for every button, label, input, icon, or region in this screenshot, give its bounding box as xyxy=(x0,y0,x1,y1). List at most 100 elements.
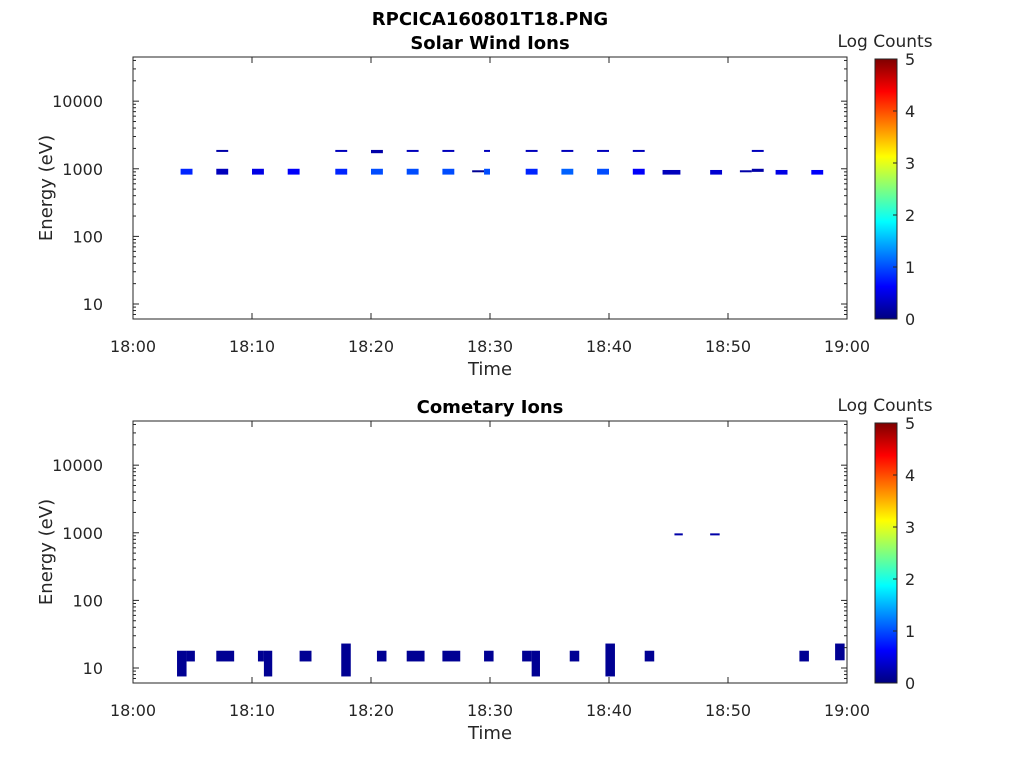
y-axis-label: Energy (eV) xyxy=(36,135,57,241)
heatmap-cell xyxy=(371,168,383,175)
heatmap-cell xyxy=(216,168,229,175)
heatmap-cell xyxy=(569,650,580,662)
colorbar-label: Log Counts xyxy=(837,32,932,52)
x-axis-label: Time xyxy=(467,359,512,380)
colorbar-label: Log Counts xyxy=(837,396,932,416)
x-tick-label: 18:00 xyxy=(110,337,156,356)
colorbar-tick-label: 1 xyxy=(905,258,915,277)
colorbar-tick-label: 4 xyxy=(905,102,915,121)
colorbar-tick-label: 0 xyxy=(905,674,915,693)
heatmap-cell xyxy=(710,169,723,175)
y-axis: 10 100 1000 10000 xyxy=(52,423,847,684)
panel-title: Solar Wind Ions xyxy=(410,33,569,54)
heatmap-cell xyxy=(751,168,764,172)
heatmap-cell xyxy=(484,149,490,152)
y-tick-label: 10000 xyxy=(52,92,103,111)
x-axis-label: Time xyxy=(467,723,512,744)
x-tick-label: 18:10 xyxy=(229,701,275,720)
colorbar-tick-label: 3 xyxy=(905,518,915,537)
y-tick-label: 100 xyxy=(72,591,103,610)
heatmap-cell xyxy=(442,650,461,662)
colorbar-tick-label: 0 xyxy=(905,310,915,329)
heatmap-cell xyxy=(216,149,229,152)
heatmap-cell xyxy=(442,149,455,152)
figure-title: RPCICA160801T18.PNG xyxy=(372,9,608,30)
heatmap-cell xyxy=(335,149,348,152)
heatmap-cell xyxy=(484,168,490,175)
heatmap-cell xyxy=(406,168,419,175)
x-tick-label: 18:20 xyxy=(348,337,394,356)
heatmap-cells xyxy=(177,533,845,677)
colorbar-gradient xyxy=(874,422,898,684)
heatmap-cell xyxy=(299,650,312,662)
heatmap-cell xyxy=(811,169,824,175)
heatmap-cell xyxy=(335,168,348,175)
heatmap-cell xyxy=(216,650,235,662)
heatmap-cell xyxy=(751,149,764,152)
x-tick-label: 18:40 xyxy=(586,337,632,356)
y-axis: 10 100 1000 10000 xyxy=(52,59,847,320)
heatmap-cell xyxy=(799,650,809,662)
heatmap-cell xyxy=(341,643,351,677)
plot-frame xyxy=(132,420,848,684)
colorbar-tick-label: 5 xyxy=(905,414,915,433)
heatmap-cell xyxy=(525,149,538,152)
y-tick-label: 100 xyxy=(72,227,103,246)
heatmap-cell xyxy=(739,170,752,173)
x-tick-label: 19:00 xyxy=(824,701,870,720)
y-axis-label: Energy (eV) xyxy=(36,499,57,605)
x-tick-label: 18:30 xyxy=(467,337,513,356)
heatmap-cell xyxy=(442,168,455,175)
x-tick-label: 18:20 xyxy=(348,701,394,720)
heatmap-cells xyxy=(180,149,824,175)
heatmap-cell xyxy=(186,650,195,662)
heatmap-cell xyxy=(376,650,387,662)
plot-frame xyxy=(132,56,848,320)
heatmap-cell xyxy=(710,533,720,536)
y-tick-label: 1000 xyxy=(62,160,103,179)
heatmap-cell xyxy=(371,149,383,154)
colorbar: 0 1 2 3 4 5 xyxy=(874,50,915,329)
colorbar-tick-label: 2 xyxy=(905,570,915,589)
y-tick-label: 1000 xyxy=(62,524,103,543)
heatmap-cell xyxy=(406,149,419,152)
colorbar-tick-label: 4 xyxy=(905,466,915,485)
heatmap-cell xyxy=(484,650,494,662)
heatmap-cell xyxy=(531,650,540,677)
heatmap-cell xyxy=(674,533,683,536)
heatmap-cell xyxy=(662,169,681,175)
heatmap-cell xyxy=(180,168,193,175)
x-tick-label: 18:50 xyxy=(705,701,751,720)
heatmap-cell xyxy=(561,168,574,175)
x-tick-label: 18:00 xyxy=(110,701,156,720)
heatmap-cell xyxy=(632,168,645,175)
x-tick-label: 18:10 xyxy=(229,337,275,356)
heatmap-cell xyxy=(406,650,425,662)
panel-title: Cometary Ions xyxy=(417,397,564,418)
x-tick-label: 19:00 xyxy=(824,337,870,356)
x-axis: 18:00 18:10 18:20 18:30 18:40 18:50 19:00 xyxy=(110,421,870,720)
colorbar-gradient xyxy=(874,58,898,320)
colorbar: 0 1 2 3 4 5 xyxy=(874,414,915,693)
colorbar-tick-label: 2 xyxy=(905,206,915,225)
heatmap-cell xyxy=(257,650,264,662)
panel-cometary: Cometary Ions 18:00 18:10 18:20 18:30 18:40 1… xyxy=(36,396,933,744)
heatmap-cell xyxy=(522,650,532,662)
x-tick-label: 18:30 xyxy=(467,701,513,720)
heatmap-cell xyxy=(835,643,845,661)
x-tick-label: 18:40 xyxy=(586,701,632,720)
heatmap-cell xyxy=(632,149,645,152)
colorbar-tick-label: 3 xyxy=(905,154,915,173)
heatmap-cell xyxy=(525,168,538,175)
y-tick-label: 10 xyxy=(83,295,103,314)
heatmap-cell xyxy=(177,650,187,677)
colorbar-tick-label: 1 xyxy=(905,622,915,641)
y-tick-label: 10 xyxy=(83,659,103,678)
heatmap-cell xyxy=(561,149,574,152)
heatmap-cell xyxy=(472,170,485,173)
heatmap-cell xyxy=(775,169,788,175)
heatmap-cell xyxy=(263,650,273,677)
heatmap-cell xyxy=(252,168,264,175)
heatmap-cell xyxy=(605,643,615,677)
